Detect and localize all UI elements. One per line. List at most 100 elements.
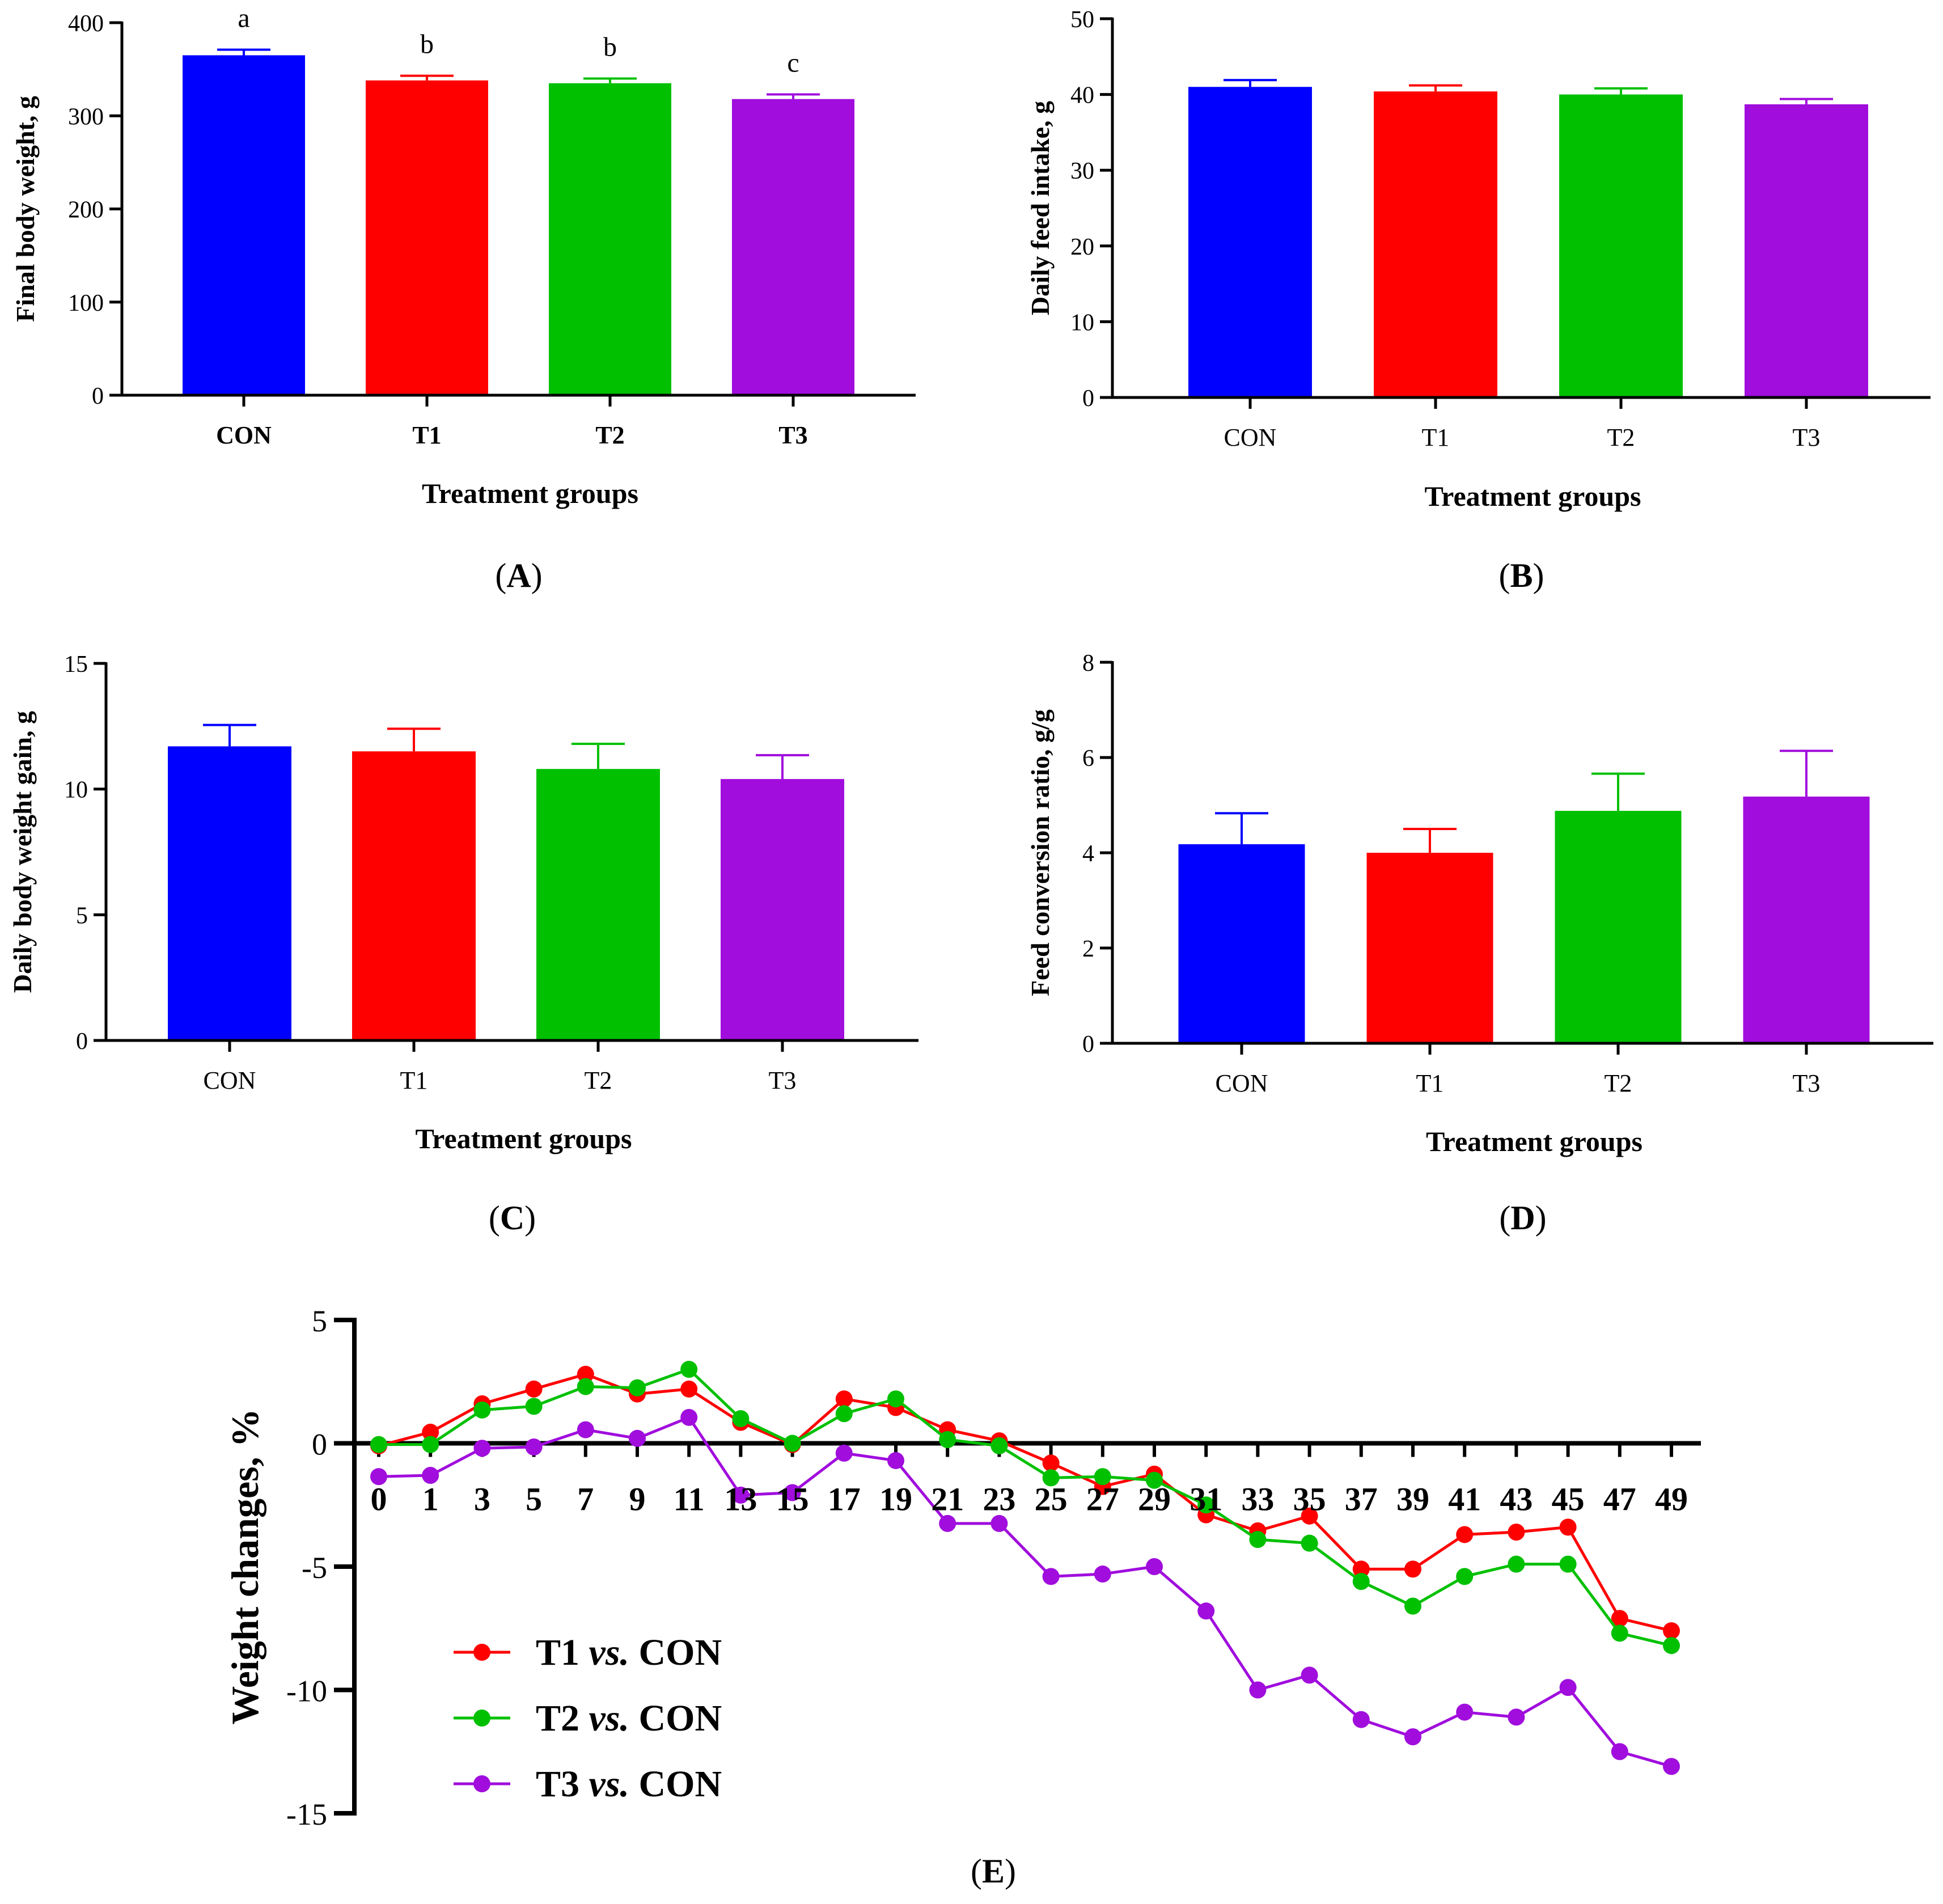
y-axis-title: Daily feed intake, g (1026, 101, 1055, 315)
legend-marker (473, 1644, 490, 1661)
x-tick-label: 11 (674, 1481, 705, 1518)
data-point-t1 (1663, 1622, 1680, 1640)
x-tick-label: 3 (474, 1481, 490, 1518)
bar-con (168, 746, 291, 1040)
y-tick-label: 8 (1082, 650, 1094, 676)
x-tick-label: 0 (371, 1481, 387, 1518)
data-point-t2 (1404, 1597, 1421, 1615)
bar-con (1188, 87, 1312, 398)
data-point-t3 (835, 1444, 853, 1462)
bar-t2 (549, 83, 671, 395)
x-tick-label: 19 (879, 1481, 912, 1518)
legend-label: T2 vs. CON (536, 1698, 722, 1739)
x-tick-label: T1 (400, 1067, 428, 1094)
x-tick-label: 37 (1345, 1481, 1378, 1518)
y-axis-title: Feed conversion ratio, g/g (1026, 709, 1055, 996)
data-point-t3 (784, 1484, 801, 1501)
x-tick-label: 23 (983, 1481, 1015, 1518)
data-point-t3 (939, 1514, 956, 1532)
data-point-t3 (1094, 1565, 1111, 1583)
x-tick-label: 31 (1189, 1481, 1222, 1518)
y-tick-label: -10 (286, 1674, 327, 1708)
data-point-t3 (577, 1421, 594, 1438)
y-axis-title: Final body weight, g (11, 96, 40, 322)
x-tick-label: 45 (1552, 1481, 1585, 1518)
x-tick-label: CON (216, 421, 272, 449)
y-tick-label: 2 (1082, 936, 1094, 962)
bar-t3 (721, 778, 844, 1040)
series-line-t2 (379, 1368, 1672, 1647)
x-tick-label: 9 (629, 1481, 646, 1518)
data-point-t2 (629, 1379, 646, 1397)
x-tick-label: 29 (1138, 1481, 1171, 1518)
data-point-t3 (629, 1429, 646, 1447)
data-point-t1 (1559, 1518, 1577, 1536)
legend-label: T1 vs. CON (536, 1632, 722, 1673)
significance-letter: b (420, 29, 434, 60)
y-tick-label: 10 (1070, 310, 1094, 336)
y-tick-label: 0 (312, 1428, 327, 1462)
x-tick-label: 47 (1603, 1481, 1636, 1518)
data-point-t2 (422, 1436, 439, 1453)
x-tick-label: 5 (526, 1481, 542, 1518)
x-axis-title: Treatment groups (422, 477, 638, 509)
data-point-t2 (1611, 1624, 1628, 1642)
y-axis-title: Daily body weight gain, g (8, 711, 37, 993)
bar-t1 (1374, 91, 1497, 398)
data-point-t3 (1249, 1681, 1267, 1699)
x-tick-label: 39 (1396, 1481, 1429, 1518)
x-tick-label: 15 (776, 1481, 809, 1518)
data-point-t3 (887, 1452, 904, 1469)
x-axis-title: Treatment groups (1426, 1126, 1643, 1157)
bar-t3 (732, 99, 854, 395)
data-point-t2 (680, 1361, 698, 1378)
data-point-t3 (1456, 1703, 1474, 1721)
y-tick-label: 4 (1082, 841, 1094, 867)
x-tick-label: 17 (828, 1481, 861, 1518)
data-point-t2 (1042, 1469, 1060, 1487)
data-point-t2 (732, 1410, 750, 1427)
bar-t2 (1555, 811, 1682, 1043)
y-tick-label: 0 (76, 1029, 88, 1055)
panel-label: (D) (1499, 1199, 1546, 1237)
y-tick-label: 5 (312, 1304, 327, 1338)
data-point-t3 (1146, 1558, 1163, 1575)
data-point-t3 (525, 1438, 543, 1456)
bar-t3 (1745, 104, 1868, 397)
x-tick-label: T3 (1793, 1069, 1821, 1097)
x-tick-label: T2 (595, 421, 624, 449)
x-tick-label: CON (1224, 424, 1277, 451)
bar-con (1178, 844, 1305, 1043)
data-point-t1 (1404, 1560, 1421, 1578)
y-tick-label: 40 (1070, 83, 1094, 109)
data-point-t2 (473, 1401, 491, 1419)
data-point-t3 (1042, 1568, 1060, 1585)
data-point-t2 (1352, 1573, 1370, 1590)
data-point-t1 (1301, 1507, 1318, 1525)
y-tick-label: 6 (1082, 746, 1094, 772)
data-point-t3 (1611, 1743, 1628, 1761)
data-point-t3 (1352, 1711, 1370, 1728)
data-point-t2 (990, 1437, 1008, 1454)
data-point-t1 (1508, 1524, 1525, 1541)
x-tick-label: 1 (422, 1481, 439, 1518)
data-point-t2 (577, 1378, 594, 1395)
data-point-t3 (1404, 1728, 1421, 1746)
panel-label: (A) (495, 557, 542, 594)
x-tick-label: 27 (1086, 1481, 1119, 1518)
x-tick-label: T3 (769, 1067, 797, 1094)
x-tick-label: 35 (1293, 1481, 1326, 1518)
data-point-t2 (1456, 1568, 1474, 1585)
legend-marker (473, 1710, 490, 1727)
x-axis-title: Treatment groups (1425, 480, 1641, 512)
bar-t1 (1366, 853, 1493, 1043)
x-tick-label: T2 (1607, 424, 1635, 451)
data-point-t2 (939, 1431, 956, 1448)
x-tick-label: T3 (778, 421, 807, 449)
data-point-t2 (1663, 1637, 1680, 1655)
x-tick-label: T1 (1422, 424, 1450, 451)
data-point-t3 (990, 1514, 1008, 1532)
y-tick-label: 20 (1070, 234, 1094, 260)
data-point-t3 (1559, 1679, 1577, 1696)
bar-t1 (352, 751, 476, 1040)
